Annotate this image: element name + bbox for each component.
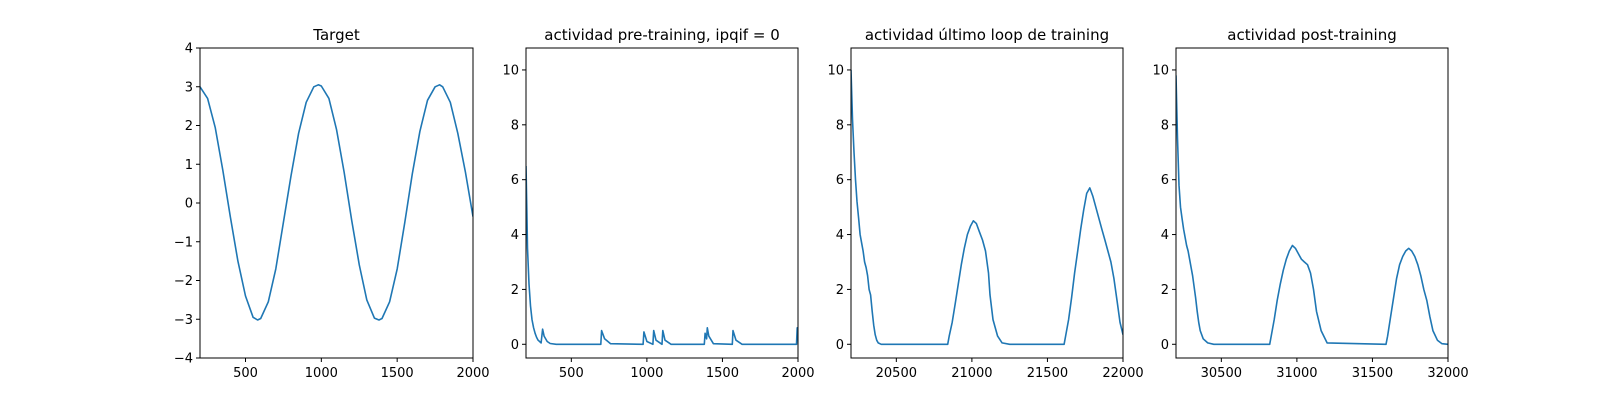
chart-panel-4: actividad post-training 30500 31000 31500 32…: [1152, 26, 1468, 381]
y-tick-label: 2: [1161, 283, 1169, 298]
series-line: [200, 84, 473, 321]
y-tick-label: 4: [185, 42, 193, 57]
x-tick-label: 2000: [781, 366, 814, 381]
y-tick-label: 2: [511, 283, 519, 298]
y-tick-label: 10: [1152, 63, 1169, 78]
y-tick-label: 0: [185, 197, 193, 212]
x-tick-label: 20500: [876, 366, 917, 381]
y-tick-label: 4: [1161, 228, 1169, 243]
y-tick-label: 6: [1161, 173, 1169, 188]
y-tick-label: 2: [185, 119, 193, 134]
x-tick-label: 31500: [1352, 366, 1393, 381]
plot-frame: [525, 47, 799, 359]
chart-panel-2: actividad pre-training, ipqif = 0 500 1000…: [502, 26, 814, 381]
x-tick-label: 21000: [951, 366, 992, 381]
y-tick-label: 8: [836, 118, 844, 133]
series-line: [851, 69, 1123, 346]
y-tick-label: 8: [1161, 118, 1169, 133]
y-tick-label: −2: [174, 274, 193, 289]
series-line: [1176, 75, 1448, 346]
x-tick-label: 2000: [456, 366, 489, 381]
y-tick-label: 10: [827, 63, 844, 78]
y-tick-label: 8: [511, 118, 519, 133]
x-tick-label: 31000: [1276, 366, 1317, 381]
y-tick-label: 1: [185, 158, 193, 173]
x-tick-label: 1000: [305, 366, 338, 381]
y-tick-label: −4: [174, 352, 193, 367]
chart-title: actividad pre-training, ipqif = 0: [544, 26, 780, 44]
chart-title: Target: [312, 26, 360, 44]
y-tick-label: −1: [174, 235, 193, 250]
y-tick-label: 4: [511, 228, 519, 243]
x-tick-label: 30500: [1201, 366, 1242, 381]
x-tick-label: 1000: [630, 366, 663, 381]
x-tick-label: 1500: [706, 366, 739, 381]
x-tick-label: 32000: [1427, 366, 1468, 381]
y-tick-label: 6: [836, 173, 844, 188]
plot-frame: [850, 47, 1124, 359]
plot-frame: [199, 47, 474, 359]
y-tick-label: 4: [836, 228, 844, 243]
y-tick-label: 0: [511, 338, 519, 353]
y-tick-label: 10: [502, 63, 519, 78]
x-tick-label: 500: [233, 366, 258, 381]
x-tick-label: 22000: [1102, 366, 1143, 381]
y-tick-label: −3: [174, 313, 193, 328]
chart-title: actividad último loop de training: [865, 26, 1109, 44]
chart-panel-1: Target 500 1000 1500 2000 −4 −3 −2 −1 0 1 2 3 4: [174, 26, 490, 381]
y-tick-label: 0: [1161, 338, 1169, 353]
y-tick-label: 3: [185, 80, 193, 95]
y-tick-label: 6: [511, 173, 519, 188]
y-tick-label: 2: [836, 283, 844, 298]
plot-frame: [1175, 47, 1449, 359]
x-tick-label: 500: [559, 366, 584, 381]
y-tick-label: 0: [836, 338, 844, 353]
x-tick-label: 1500: [381, 366, 414, 381]
x-tick-label: 21500: [1027, 366, 1068, 381]
series-line: [526, 165, 798, 346]
chart-title: actividad post-training: [1227, 26, 1396, 44]
